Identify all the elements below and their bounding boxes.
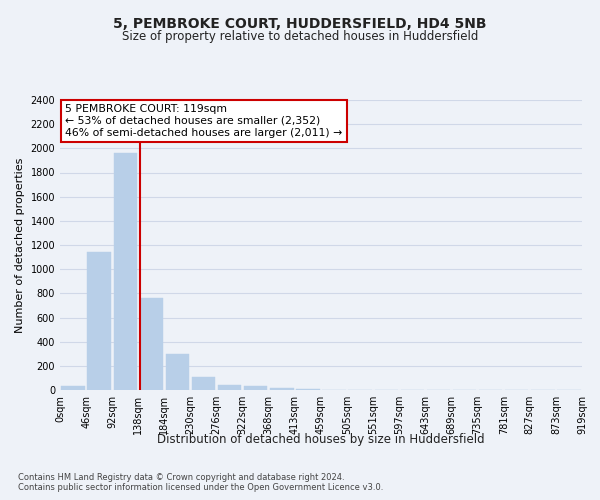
Text: Size of property relative to detached houses in Huddersfield: Size of property relative to detached ho… [122,30,478,43]
Bar [88,252,111,390]
Y-axis label: Number of detached properties: Number of detached properties [15,158,25,332]
Bar [244,386,268,390]
Bar [192,378,215,390]
Bar [166,354,189,390]
Text: Contains public sector information licensed under the Open Government Licence v3: Contains public sector information licen… [18,482,383,492]
Text: Contains HM Land Registry data © Crown copyright and database right 2024.: Contains HM Land Registry data © Crown c… [18,472,344,482]
Text: 5, PEMBROKE COURT, HUDDERSFIELD, HD4 5NB: 5, PEMBROKE COURT, HUDDERSFIELD, HD4 5NB [113,18,487,32]
Bar [61,386,85,390]
Bar [113,153,137,390]
Text: Distribution of detached houses by size in Huddersfield: Distribution of detached houses by size … [157,432,485,446]
Bar [270,388,293,390]
Text: 5 PEMBROKE COURT: 119sqm
← 53% of detached houses are smaller (2,352)
46% of sem: 5 PEMBROKE COURT: 119sqm ← 53% of detach… [65,104,343,138]
Bar [296,389,320,390]
Bar [218,385,241,390]
Bar [140,298,163,390]
